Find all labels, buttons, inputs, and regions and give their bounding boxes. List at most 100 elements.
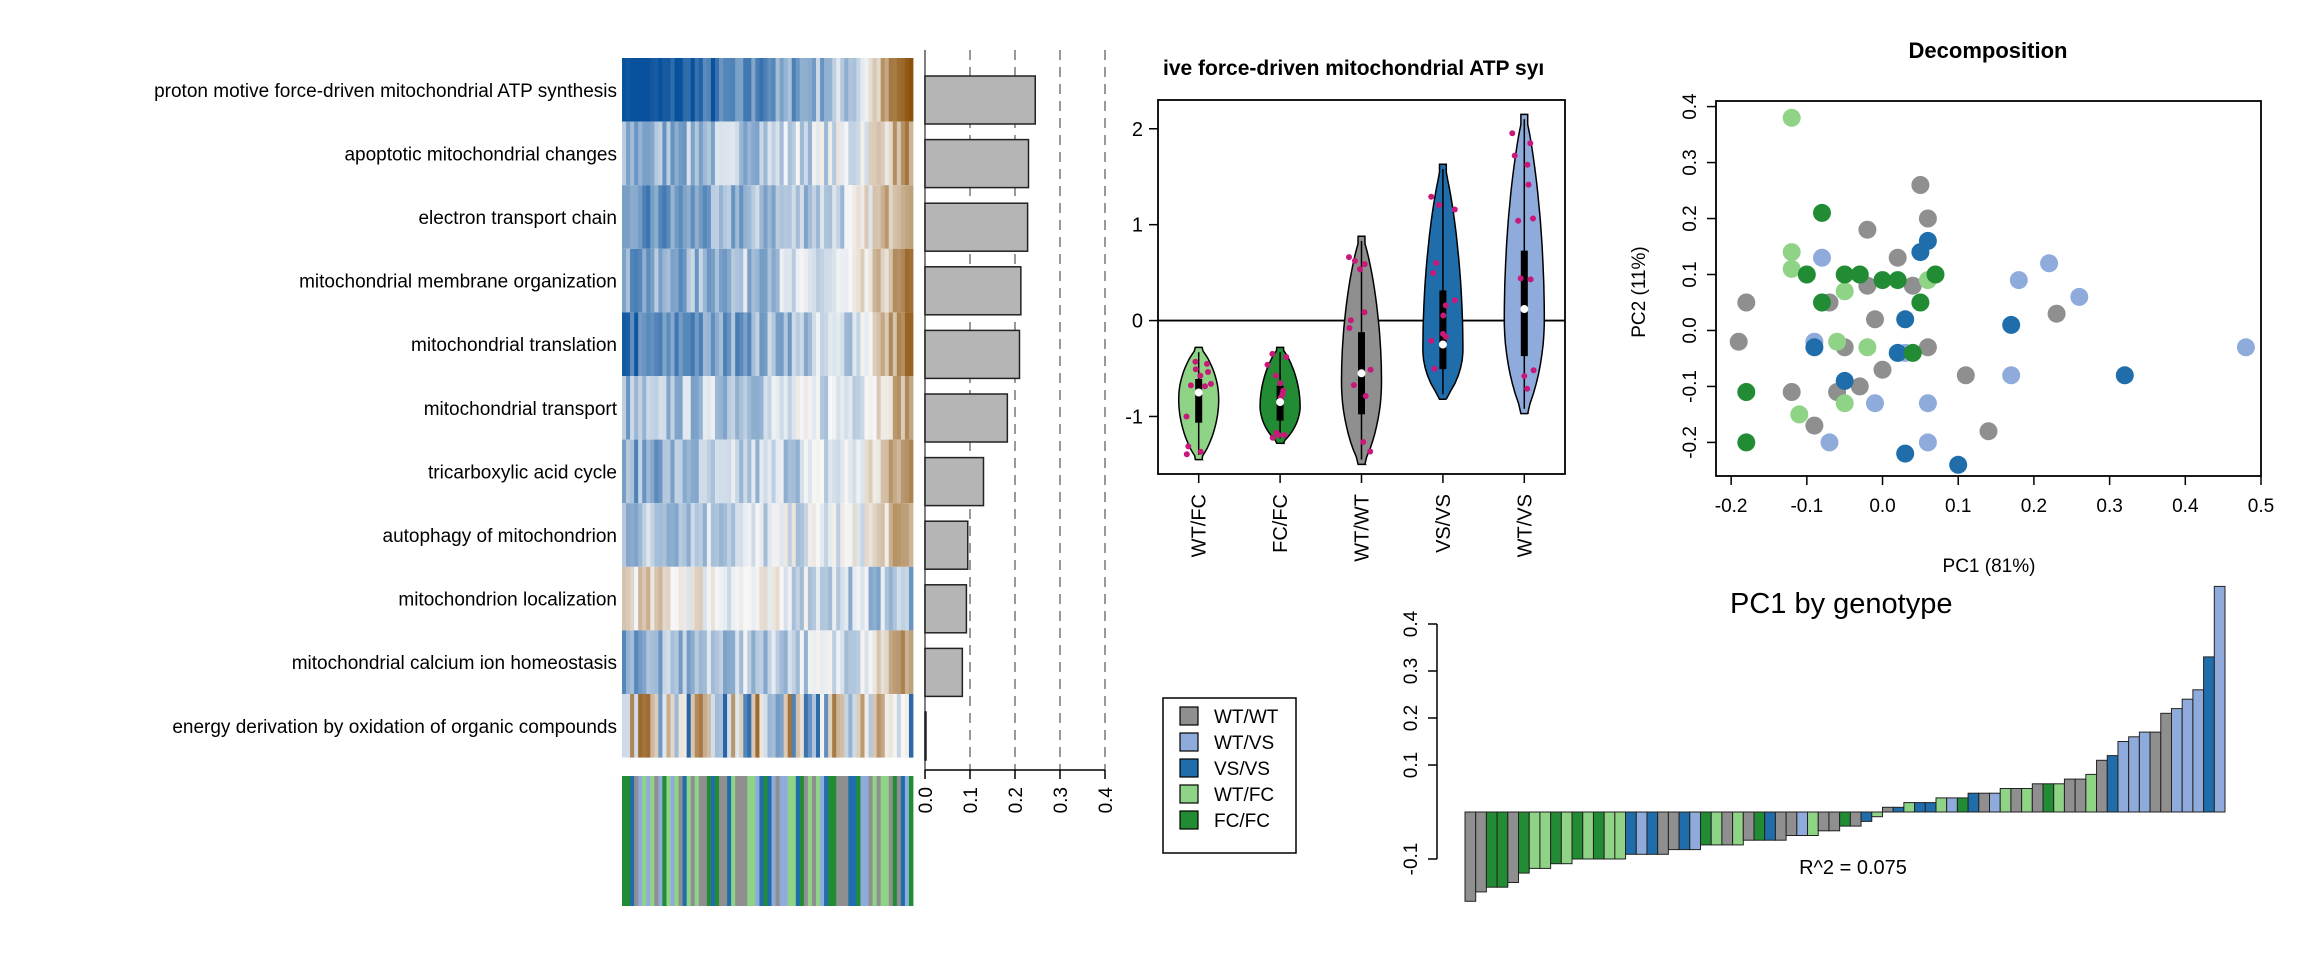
heatmap-cell: [884, 439, 890, 504]
pc1-bar: [1614, 811, 1627, 860]
heatmap-cell: [840, 630, 845, 694]
heatmap-cell: [735, 439, 740, 504]
heatmap-cell: [634, 121, 639, 186]
heatmap-cell: [848, 58, 853, 122]
heatmap-cell: [900, 503, 906, 567]
heatmap-cell: [622, 566, 627, 631]
annotation-cell: [828, 776, 833, 906]
heatmap-cell: [904, 439, 910, 504]
pc1-bar: [1742, 811, 1755, 841]
heatmap-row-label: mitochondrial membrane organization: [299, 272, 617, 293]
heatmap-cell: [791, 248, 797, 313]
heatmap-cell: [824, 439, 829, 504]
annotation-cell: [856, 776, 861, 906]
scatter-point: [1888, 343, 1907, 362]
pc1-bar: [1774, 811, 1787, 841]
heatmap-cell: [775, 566, 781, 631]
heatmap-cell: [650, 503, 655, 567]
heatmap-cell: [795, 439, 801, 504]
heatmap-cell: [860, 121, 865, 186]
y-tick-label: -0.2: [1680, 426, 1701, 459]
heatmap-cell: [682, 376, 688, 440]
pc1-bar: [1732, 811, 1744, 846]
heatmap-cell: [727, 376, 732, 440]
heatmap-cell: [735, 248, 740, 313]
heatmap-cell: [755, 185, 760, 249]
heatmap-cell: [856, 439, 861, 504]
scatter-point: [1858, 338, 1877, 357]
heatmap-row-label: mitochondrion localization: [398, 590, 617, 611]
pc1-bar: [1699, 811, 1712, 846]
heatmap-cell: [727, 121, 732, 186]
heatmap-cell: [706, 503, 712, 567]
heatmap-cell: [690, 694, 696, 758]
heatmap-cell: [816, 694, 821, 758]
x-tick-label: WT/VS: [1514, 494, 1536, 557]
heatmap-cell: [698, 376, 704, 440]
annotation-cell: [807, 776, 813, 906]
pc1-bar: [1539, 811, 1552, 869]
heatmap-cell: [771, 439, 776, 504]
annotation-cell: [868, 776, 873, 906]
heatmap-cell: [666, 694, 671, 758]
heatmap-cell: [719, 566, 724, 631]
heatmap-cell: [908, 694, 914, 758]
scatter-point: [1835, 394, 1854, 413]
annotation-cell: [642, 776, 647, 906]
heatmap-cell: [896, 630, 902, 694]
heatmap-cell: [824, 185, 829, 249]
violin-point: [1530, 367, 1537, 374]
heatmap-cell: [836, 185, 841, 249]
heatmap-cell: [852, 630, 857, 694]
heatmap-cell: [759, 439, 764, 504]
heatmap-cell: [646, 439, 651, 504]
pc1-bar: [1582, 811, 1594, 860]
heatmap-cell: [698, 503, 704, 567]
heatmap-cell: [642, 566, 647, 631]
heatmap-cell: [638, 503, 643, 567]
heatmap-cell: [787, 630, 793, 694]
heatmap-cell: [714, 312, 720, 376]
heatmap-cell: [710, 566, 716, 631]
heatmap-cell: [787, 376, 793, 440]
violin-point: [1202, 383, 1208, 390]
heatmap-cell: [702, 185, 708, 249]
heatmap-cell: [868, 694, 873, 758]
heatmap-cell: [670, 376, 675, 440]
heatmap-cell: [751, 503, 756, 567]
heatmap-cell: [690, 566, 696, 631]
heatmap-cell: [803, 376, 809, 440]
violin-iqr-box: [1520, 250, 1528, 357]
heatmap-cell: [767, 439, 772, 504]
heatmap-cell: [763, 439, 768, 504]
annotation-cell: [706, 776, 712, 906]
violin-point: [1283, 354, 1290, 360]
heatmap-cell: [884, 185, 890, 249]
heatmap-cell: [642, 694, 647, 758]
heatmap-cell: [666, 121, 671, 186]
heatmap-cell: [690, 312, 696, 376]
heatmap-cell: [771, 312, 776, 376]
heatmap-cell: [662, 248, 667, 313]
bar: [924, 584, 968, 634]
heatmap-cell: [674, 248, 679, 313]
heatmap-cell: [642, 248, 647, 313]
scatter-point: [1737, 433, 1756, 452]
heatmap-cell: [747, 376, 752, 440]
heatmap-cell: [844, 248, 849, 313]
heatmap-cell: [739, 248, 744, 313]
heatmap-cell: [876, 376, 882, 440]
heatmap-cell: [771, 566, 776, 631]
annotation-cell: [888, 776, 894, 906]
bar: [924, 266, 1022, 316]
heatmap-cell: [791, 503, 797, 567]
heatmap-cell: [900, 439, 906, 504]
annotation-cell: [908, 776, 914, 906]
heatmap-cell: [908, 503, 914, 567]
heatmap-cell: [811, 376, 817, 440]
heatmap-cell: [795, 376, 801, 440]
pc1-bar: [1475, 811, 1487, 893]
heatmap-cell: [783, 58, 789, 122]
heatmap-cell: [864, 312, 869, 376]
heatmap-cell: [666, 58, 671, 122]
